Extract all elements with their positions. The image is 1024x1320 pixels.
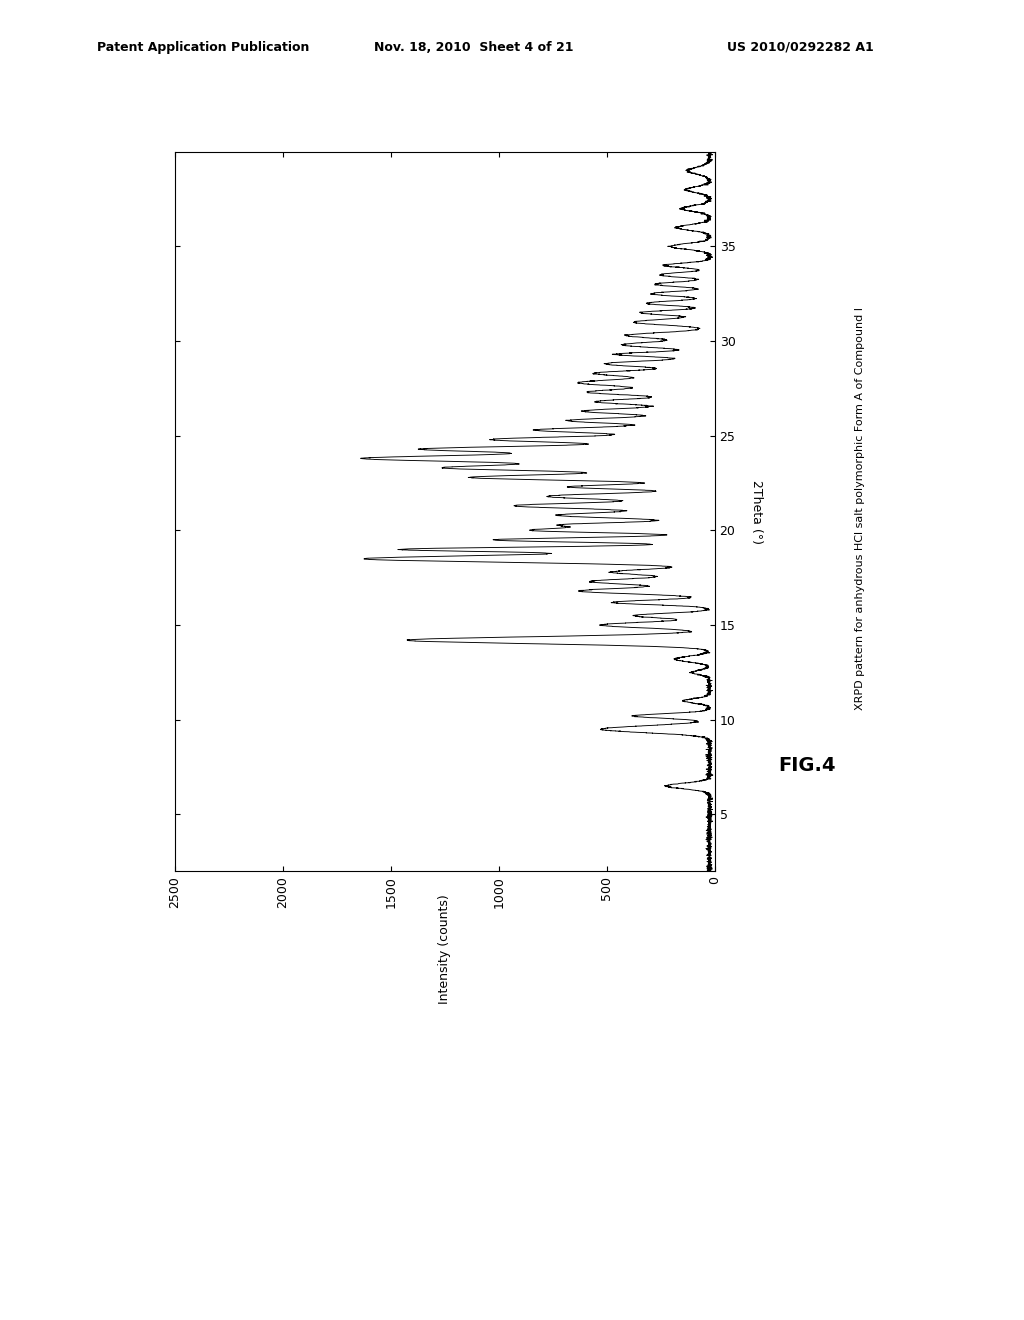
Y-axis label: 2Theta (°): 2Theta (°): [751, 479, 763, 544]
Text: XRPD pattern for anhydrous HCl salt polymorphic Form A of Compound I: XRPD pattern for anhydrous HCl salt poly…: [855, 306, 865, 710]
Text: US 2010/0292282 A1: US 2010/0292282 A1: [727, 41, 873, 54]
Text: FIG.4: FIG.4: [778, 756, 836, 775]
Text: Patent Application Publication: Patent Application Publication: [97, 41, 309, 54]
X-axis label: Intensity (counts): Intensity (counts): [438, 895, 452, 1005]
Text: Nov. 18, 2010  Sheet 4 of 21: Nov. 18, 2010 Sheet 4 of 21: [374, 41, 573, 54]
